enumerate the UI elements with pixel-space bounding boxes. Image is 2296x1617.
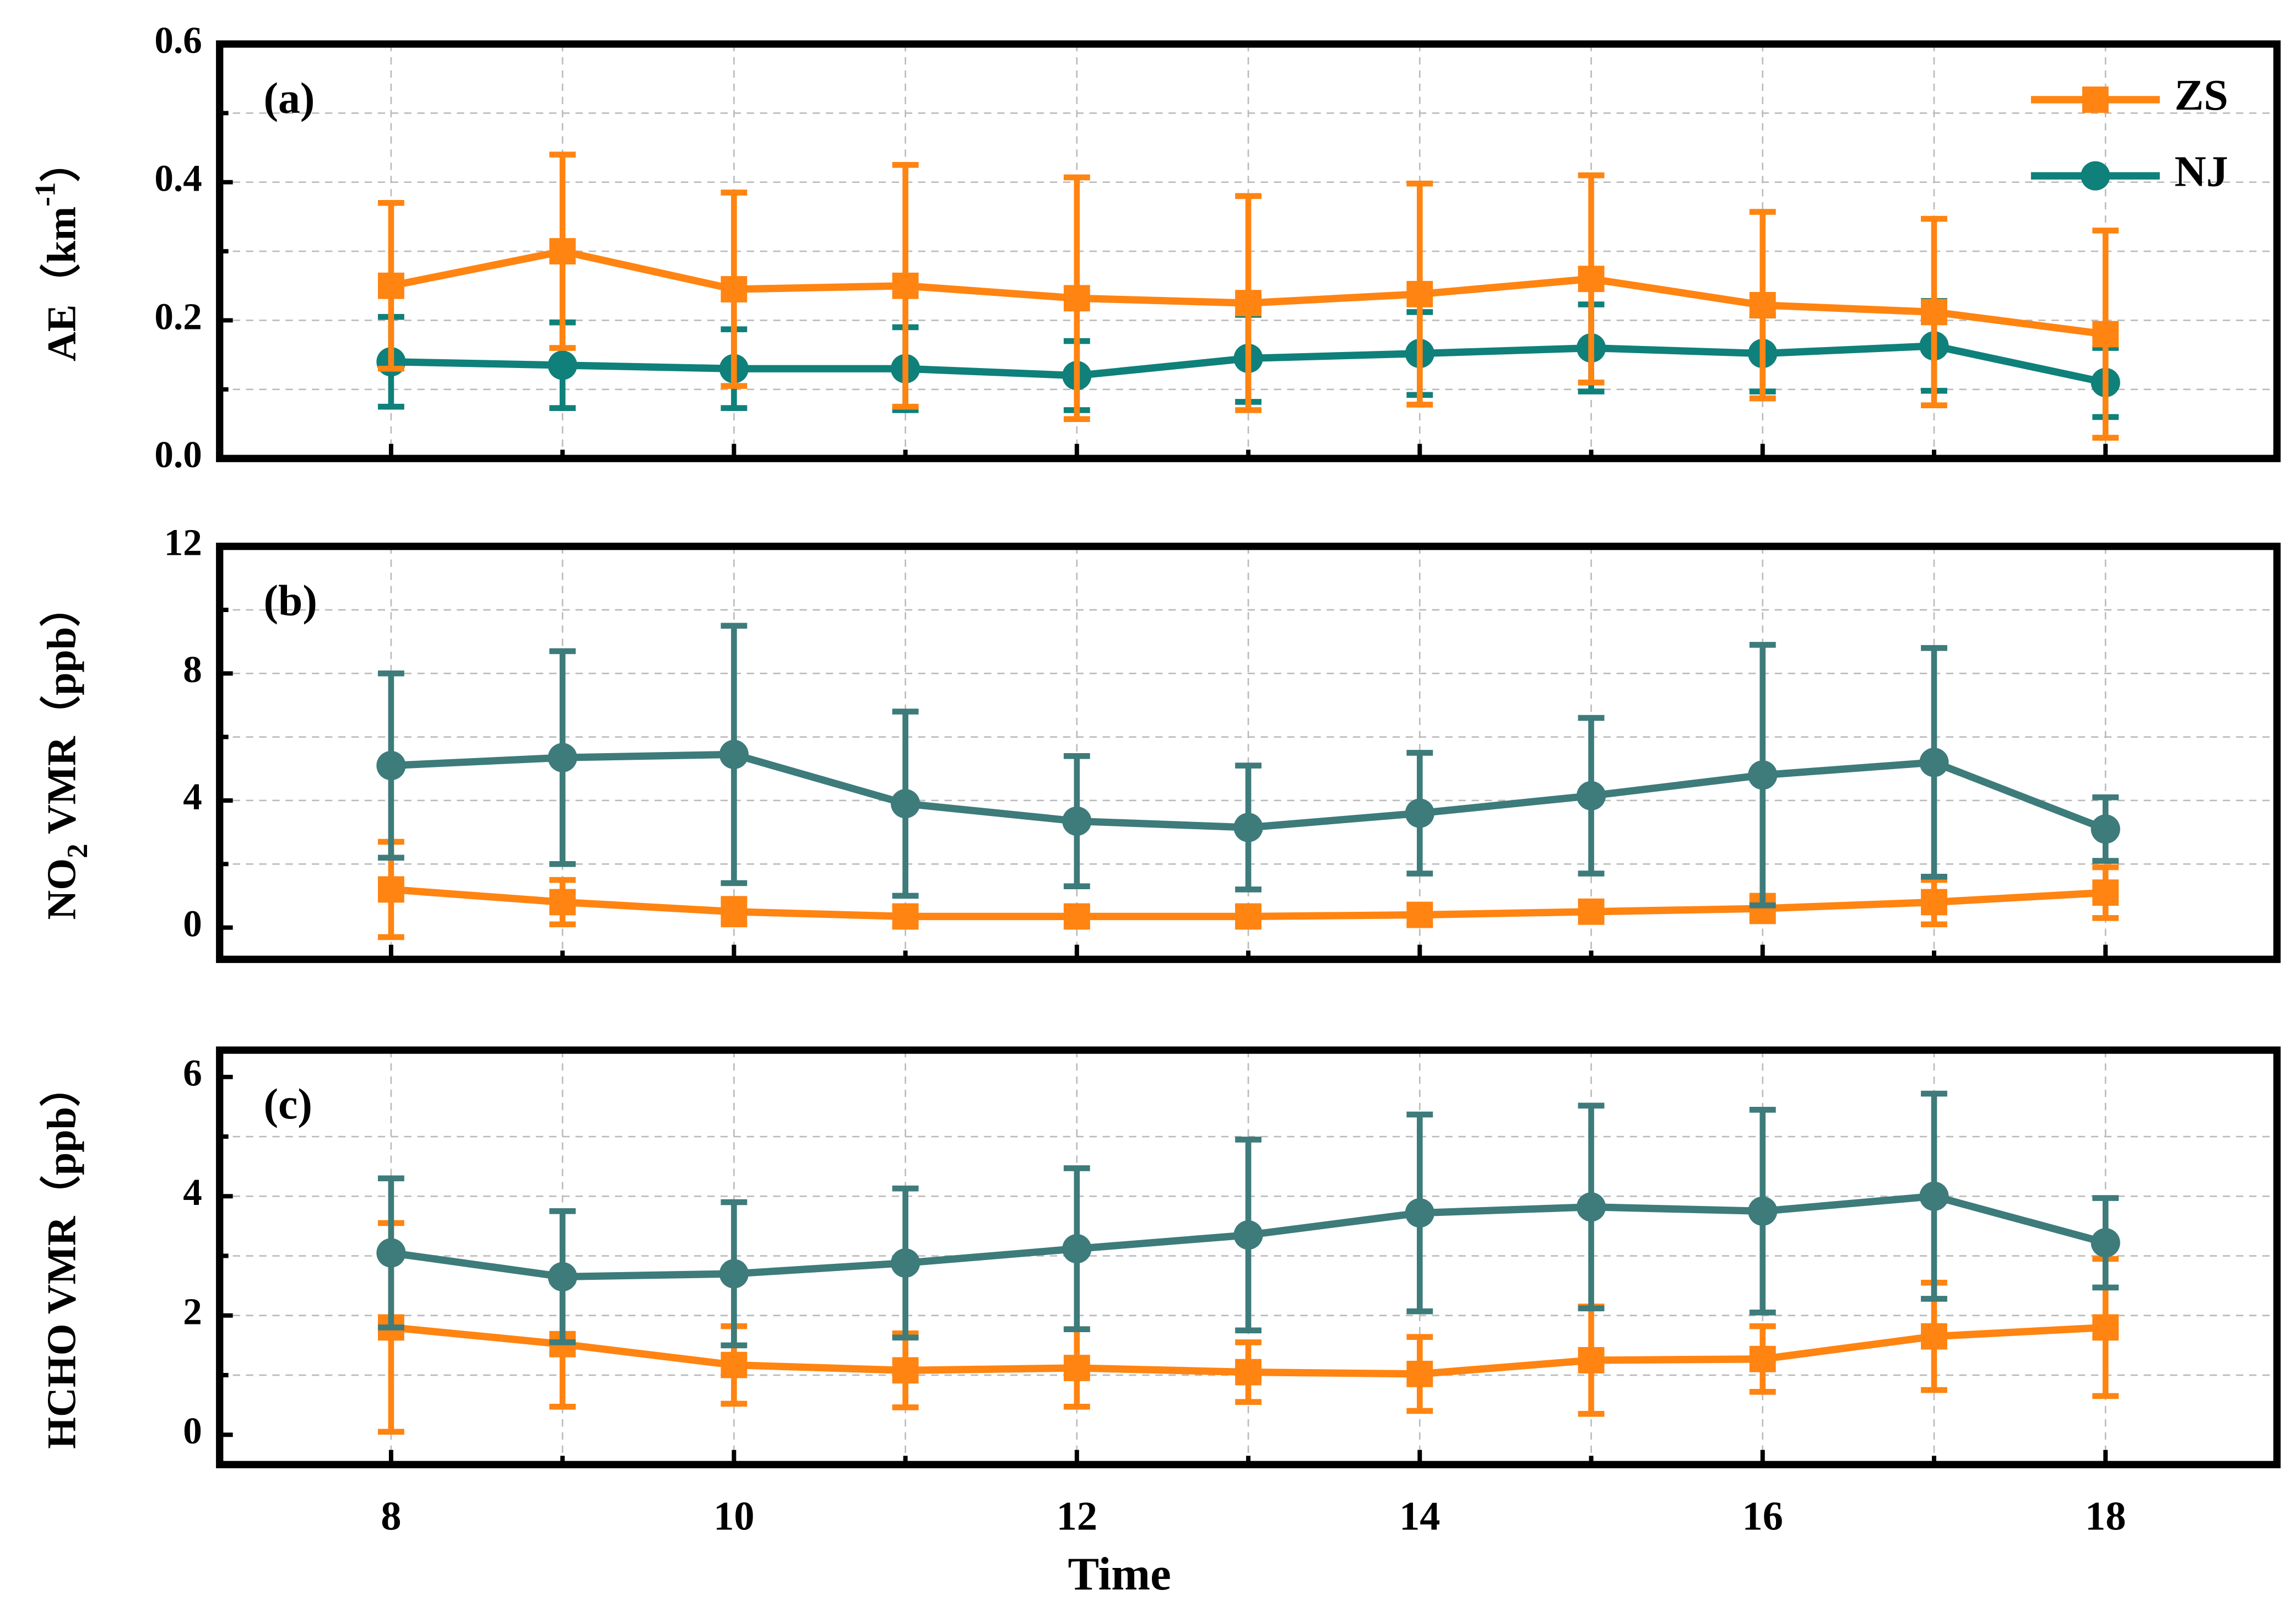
- y-tick-label: 0.2: [154, 295, 202, 337]
- x-tick-label: 14: [1399, 1494, 1440, 1539]
- y-tick-label: 2: [183, 1290, 202, 1333]
- panel-label: (a): [263, 74, 315, 123]
- legend-label: NJ: [2174, 147, 2228, 196]
- marker: [1748, 760, 1778, 790]
- x-tick-label: 16: [1742, 1494, 1783, 1539]
- marker: [1406, 280, 1433, 307]
- y-tick-label: 6: [183, 1052, 202, 1094]
- marker: [721, 1351, 748, 1378]
- y-axis-label-part: VMR（ppb）: [40, 586, 85, 843]
- marker: [2092, 879, 2119, 906]
- marker: [719, 1259, 749, 1289]
- panel-label: (b): [263, 576, 317, 625]
- marker: [891, 1248, 920, 1278]
- marker: [2091, 1228, 2120, 1258]
- marker: [1919, 748, 1949, 777]
- x-tick-label: 12: [1057, 1494, 1097, 1539]
- marker: [891, 789, 920, 819]
- marker: [1062, 1234, 1092, 1264]
- y-axis-label-part: ）: [40, 141, 85, 182]
- marker: [548, 350, 577, 380]
- marker: [376, 750, 406, 781]
- marker: [1578, 898, 1605, 925]
- y-tick-label: 12: [164, 521, 202, 564]
- panel-label: (c): [263, 1080, 312, 1129]
- legend-label: ZS: [2174, 71, 2228, 120]
- marker: [1921, 889, 1947, 916]
- y-axis-label: NO2 VMR（ppb）: [40, 586, 94, 920]
- marker: [1919, 1181, 1949, 1211]
- marker: [1235, 290, 1262, 317]
- legend-marker: [2082, 86, 2109, 113]
- marker: [892, 903, 919, 930]
- marker: [1578, 1347, 1605, 1373]
- y-tick-label: 8: [183, 648, 202, 690]
- x-tick-label: 18: [2085, 1494, 2126, 1539]
- marker: [1405, 1198, 1434, 1228]
- axes-frame: [216, 543, 2281, 963]
- marker: [1233, 813, 1263, 842]
- marker: [1405, 798, 1434, 828]
- x-tick-label: 8: [381, 1494, 401, 1539]
- y-tick-label: 0: [183, 1409, 202, 1452]
- panel: 0 4 8 12 NO2 VMR（ppb） (b): [40, 521, 2281, 963]
- panel: 0.0 0.2 0.4 0.6 AE（km-1） (a) ZS NJ: [30, 19, 2281, 475]
- marker: [1062, 806, 1092, 836]
- y-axis-label-part: -1: [30, 182, 62, 207]
- marker: [378, 876, 404, 903]
- y-axis-label-part: 2: [62, 843, 94, 858]
- y-axis-label-part: HCHO VMR（ppb）: [40, 1066, 85, 1449]
- marker: [549, 889, 576, 916]
- marker: [1578, 266, 1605, 293]
- y-tick-label: 4: [183, 775, 202, 818]
- x-tick-label: 10: [713, 1494, 754, 1539]
- marker: [549, 238, 576, 264]
- marker: [378, 272, 404, 299]
- marker: [721, 276, 748, 302]
- marker: [719, 739, 749, 769]
- marker: [1406, 1360, 1433, 1387]
- marker: [1235, 903, 1262, 930]
- y-axis-label-part: AE（km: [40, 207, 85, 361]
- marker: [1235, 1359, 1262, 1386]
- y-axis-label-part: NO: [40, 858, 85, 920]
- marker: [1749, 291, 1776, 318]
- marker: [1233, 1220, 1263, 1250]
- marker: [1063, 903, 1090, 930]
- marker: [2091, 814, 2120, 844]
- marker: [1406, 901, 1433, 928]
- marker: [376, 1238, 406, 1268]
- marker: [548, 1262, 577, 1291]
- panel: 0 2 4 6 8 10 12 14 16 18 HCHO VMR（ppb） Time (c): [40, 1046, 2281, 1600]
- marker: [548, 743, 577, 772]
- y-tick-label: 0.0: [154, 433, 202, 475]
- marker: [892, 1357, 919, 1384]
- y-axis-label: HCHO VMR（ppb）: [40, 1066, 85, 1449]
- y-tick-label: 0: [183, 902, 202, 944]
- marker: [1748, 1196, 1778, 1226]
- axes-frame: [216, 1046, 2281, 1469]
- axes-frame: [216, 40, 2281, 462]
- y-tick-label: 4: [183, 1171, 202, 1213]
- marker: [1921, 299, 1947, 326]
- marker: [2092, 1314, 2119, 1341]
- marker: [1921, 1323, 1947, 1350]
- marker: [892, 272, 919, 299]
- marker: [1063, 285, 1090, 312]
- y-tick-label: 0.6: [154, 19, 202, 61]
- y-axis-label: AE（km-1）: [30, 141, 85, 361]
- x-axis-label: Time: [1068, 1548, 1171, 1600]
- marker: [2092, 321, 2119, 348]
- marker: [1063, 1355, 1090, 1381]
- marker: [1576, 1192, 1606, 1222]
- marker: [1749, 1345, 1776, 1372]
- y-tick-label: 0.4: [154, 157, 202, 199]
- marker: [1576, 781, 1606, 810]
- marker: [721, 898, 748, 925]
- legend-marker: [2081, 161, 2110, 191]
